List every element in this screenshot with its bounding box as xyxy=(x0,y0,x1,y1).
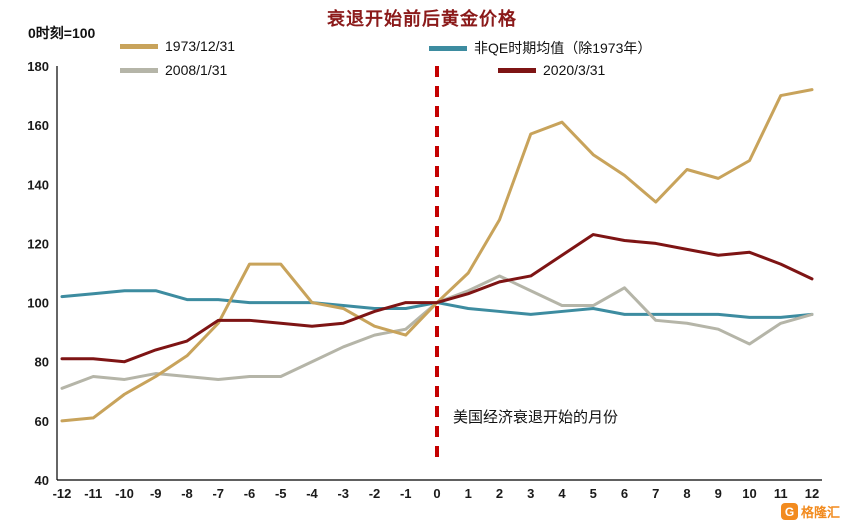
legend-label-2020: 2020/3/31 xyxy=(543,62,606,78)
x-tick-label: 4 xyxy=(558,486,566,501)
legend-swatch-2020 xyxy=(498,67,536,73)
x-tick-label: 5 xyxy=(590,486,597,501)
y-tick-label: 180 xyxy=(27,59,49,74)
x-tick-label: -5 xyxy=(275,486,287,501)
legend-swatch-2008 xyxy=(120,67,158,73)
legend-swatch-1973 xyxy=(120,43,158,49)
x-tick-label: -8 xyxy=(181,486,193,501)
gelonghui-logo-icon: G xyxy=(780,503,798,520)
x-tick-label: -2 xyxy=(369,486,381,501)
y-tick-label: 120 xyxy=(27,236,49,251)
legend-item-non-qe-average: 非QE时期均值（除1973年） xyxy=(429,38,651,58)
x-tick-label: 8 xyxy=(683,486,690,501)
x-tick-label: 3 xyxy=(527,486,534,501)
legend-item-2008: 2008/1/31 xyxy=(120,62,227,78)
gelonghui-logo-text: 格隆汇 xyxy=(800,505,840,520)
legend-swatch-non-qe-average xyxy=(429,45,467,51)
y-tick-label: 160 xyxy=(27,118,49,133)
gelonghui-logo: G 格隆汇 xyxy=(780,502,840,521)
x-tick-label: 0 xyxy=(433,486,440,501)
x-tick-label: -4 xyxy=(306,486,318,501)
x-tick-label: 1 xyxy=(465,486,472,501)
chart-title: 衰退开始前后黄金价格 xyxy=(327,9,517,29)
x-tick-label: -11 xyxy=(84,486,102,501)
x-tick-label: -7 xyxy=(212,486,224,501)
x-tick-label: -12 xyxy=(53,486,72,501)
x-tick-label: -10 xyxy=(115,486,134,501)
legend-item-1973: 1973/12/31 xyxy=(120,38,235,54)
x-tick-label: 9 xyxy=(715,486,722,501)
x-tick-label: 2 xyxy=(496,486,503,501)
y-tick-label: 100 xyxy=(27,296,49,311)
legend-label-2008: 2008/1/31 xyxy=(165,62,228,78)
y-tick-label: 60 xyxy=(35,414,49,429)
legend-label-1973: 1973/12/31 xyxy=(165,38,236,54)
x-tick-label: -1 xyxy=(400,486,412,501)
legend-item-2020: 2020/3/31 xyxy=(498,62,605,78)
x-tick-label: 12 xyxy=(805,486,819,501)
axis-unit-note: 0时刻=100 xyxy=(28,25,96,41)
y-tick-label: 140 xyxy=(27,177,49,192)
x-tick-label: -6 xyxy=(244,486,256,501)
series-line-3 xyxy=(60,233,814,364)
legend-label-non-qe-average: 非QE时期均值（除1973年） xyxy=(474,40,652,56)
y-tick-label: 80 xyxy=(35,355,49,370)
x-tick-label: -9 xyxy=(150,486,162,501)
x-tick-label: -3 xyxy=(337,486,349,501)
y-tick-label: 40 xyxy=(35,473,49,488)
x-tick-label: 10 xyxy=(742,486,756,501)
x-tick-label: 7 xyxy=(652,486,659,501)
x-tick-label: 6 xyxy=(621,486,628,501)
x-tick-label: 11 xyxy=(774,486,788,501)
recession-start-annotation: 美国经济衰退开始的月份 xyxy=(453,409,619,426)
